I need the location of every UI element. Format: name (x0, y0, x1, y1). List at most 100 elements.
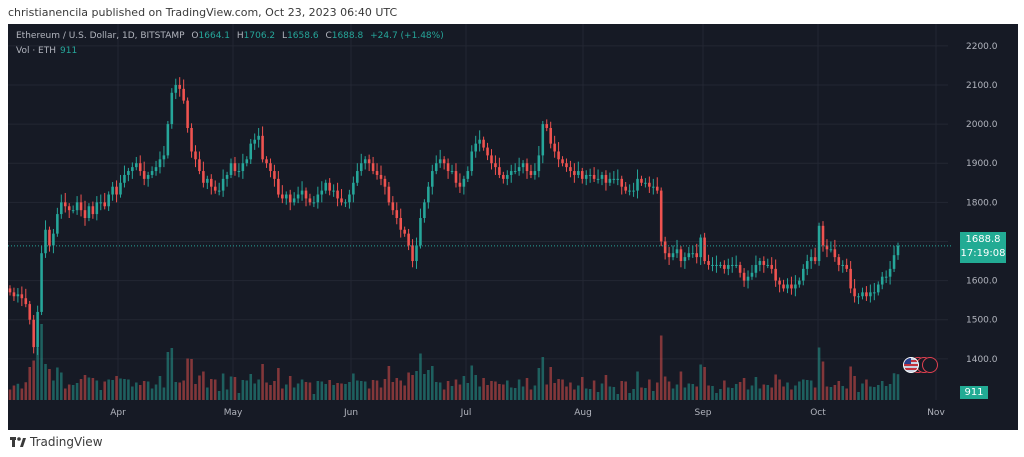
volume-bar (292, 387, 296, 400)
volume-bar (450, 386, 454, 400)
volume-bar (663, 376, 667, 400)
volume-bar (44, 364, 47, 400)
volume-bar (131, 386, 134, 400)
us-flag-icon[interactable] (903, 357, 919, 373)
candle-body (813, 257, 817, 262)
volume-bar (786, 382, 789, 400)
candle-body (584, 174, 588, 179)
volume-bar (466, 383, 470, 400)
volume-bar (158, 376, 162, 400)
candle-body (541, 124, 545, 156)
candle-body (628, 190, 631, 192)
candle-body (71, 210, 75, 212)
volume-bar (521, 386, 525, 400)
volume-bar (328, 380, 331, 400)
volume-bar (434, 382, 438, 400)
candle-body (884, 276, 888, 278)
candle-body (805, 261, 809, 269)
volume-bar (407, 372, 410, 400)
candle-body (734, 264, 738, 266)
candle-body (371, 163, 375, 172)
volume-bar (95, 380, 99, 400)
candle-body (387, 186, 391, 203)
candle-body (237, 171, 241, 173)
candle-body (304, 190, 308, 199)
volume-bar (801, 379, 805, 400)
volume-bar (624, 381, 627, 400)
candle-body (880, 276, 884, 285)
candle-body (454, 171, 458, 183)
volume-bar (52, 380, 55, 400)
event-marker-icon[interactable] (922, 357, 938, 373)
volume-bar (648, 379, 651, 400)
candle-body (131, 167, 134, 172)
volume-bar (186, 358, 189, 400)
volume-bar (8, 389, 12, 400)
candle-body (60, 202, 63, 215)
volume-bar (67, 384, 71, 400)
candle-body (154, 167, 158, 172)
volume-bar (517, 379, 521, 400)
volume-bar (884, 386, 888, 400)
candle-body (762, 261, 766, 265)
candle-body (221, 178, 225, 191)
volume-bar (573, 389, 576, 400)
volume-bar (644, 388, 647, 400)
candle-body (782, 284, 785, 289)
volume-bar (766, 385, 770, 400)
volume-bar (135, 382, 138, 400)
price-chart[interactable]: 1400.01500.01600.01700.01800.01900.02000… (8, 24, 1018, 430)
candle-body (111, 186, 114, 195)
candle-body (146, 174, 150, 179)
volume-bar (719, 389, 722, 400)
candle-body (770, 264, 773, 269)
volume-bar (36, 347, 39, 400)
candle-body (194, 151, 197, 160)
candle-body (198, 159, 201, 172)
candle-body (277, 178, 280, 195)
volume-bar (142, 381, 146, 400)
volume-bar (790, 389, 793, 400)
volume-bar (233, 377, 237, 400)
volume-bar (888, 384, 892, 400)
candle-body (427, 186, 430, 203)
volume-bar (446, 381, 450, 400)
volume-bar (221, 373, 225, 400)
candle-body (162, 155, 166, 160)
candle-body (537, 155, 541, 172)
candle-body (344, 202, 347, 204)
volume-bar (427, 370, 430, 400)
volume-bar (545, 384, 549, 400)
volume-bar (880, 381, 884, 400)
volume-bar (715, 393, 718, 400)
candle-body (63, 202, 67, 207)
volume-bar (359, 381, 363, 400)
volume-bar (198, 375, 201, 400)
y-tick-label: 2100.0 (966, 81, 998, 91)
tradingview-brand[interactable]: TradingView (10, 435, 103, 449)
candle-body (462, 178, 466, 187)
low-value: 1658.6 (287, 31, 319, 41)
candle-body (707, 261, 710, 265)
volume-bar (584, 388, 588, 400)
volume-bar (770, 387, 773, 400)
ohlc-legend: Ethereum / U.S. Dollar, 1D, BITSTAMP O16… (16, 31, 444, 41)
volume-bar (387, 366, 391, 400)
volume-bar (277, 368, 280, 400)
candle-body (348, 194, 351, 203)
candle-body (549, 128, 552, 144)
candle-body (174, 84, 178, 93)
volume-bar (608, 386, 612, 400)
candle-body (683, 257, 687, 262)
candle-body (379, 174, 383, 179)
volume-bar (640, 387, 643, 400)
volume-bar (505, 380, 509, 400)
chart-panel[interactable]: 1400.01500.01600.01700.01800.01900.02000… (8, 24, 1018, 430)
candle-body (241, 163, 245, 172)
candle-body (308, 198, 312, 203)
x-tick-label: Jun (343, 408, 358, 418)
y-tick-label: 2000.0 (966, 120, 998, 130)
candle-body (711, 264, 714, 266)
candle-body (359, 163, 363, 172)
candle-body (32, 319, 35, 348)
